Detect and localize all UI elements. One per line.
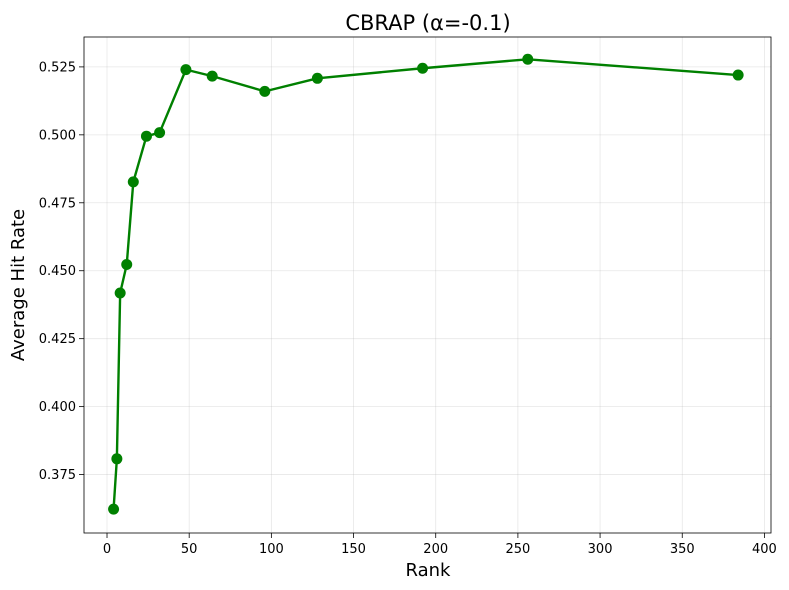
x-tick-label: 50 (181, 542, 198, 557)
data-point (108, 503, 120, 515)
data-point (114, 287, 126, 299)
data-point (522, 53, 534, 65)
x-tick-label: 150 (341, 542, 366, 557)
data-point (180, 64, 192, 76)
x-tick-label: 200 (423, 542, 448, 557)
x-tick-label: 250 (505, 542, 530, 557)
x-tick-label: 0 (103, 542, 111, 557)
x-tick-label: 300 (588, 542, 613, 557)
y-tick-label: 0.475 (39, 196, 76, 211)
y-tick-label: 0.525 (39, 60, 76, 75)
data-point (127, 176, 139, 188)
x-tick-label: 100 (259, 542, 284, 557)
y-tick-label: 0.375 (39, 468, 76, 483)
data-point (417, 62, 429, 74)
axis-ticks: 0 50 100 150 200 250 300 350 400 0.375 0.400 0.425 0… (39, 60, 777, 557)
x-axis-label: Rank (406, 560, 452, 581)
y-tick-label: 0.425 (39, 332, 76, 347)
data-point (140, 130, 152, 142)
x-tick-label: 400 (752, 542, 777, 557)
y-tick-label: 0.500 (39, 128, 76, 143)
data-point (206, 70, 218, 82)
grid (84, 37, 771, 533)
x-tick-label: 350 (670, 542, 695, 557)
y-axis-label: Average Hit Rate (8, 209, 29, 361)
y-tick-label: 0.450 (39, 264, 76, 279)
data-series (108, 53, 744, 515)
data-point (121, 258, 133, 270)
plot-frame (83, 36, 772, 534)
data-point (311, 72, 323, 84)
data-point (154, 127, 166, 139)
data-point (111, 453, 123, 465)
series-line (112, 58, 739, 510)
data-point (259, 85, 271, 97)
chart-title: CBRAP (α=-0.1) (345, 11, 510, 35)
y-tick-label: 0.400 (39, 400, 76, 415)
data-point (732, 69, 744, 81)
